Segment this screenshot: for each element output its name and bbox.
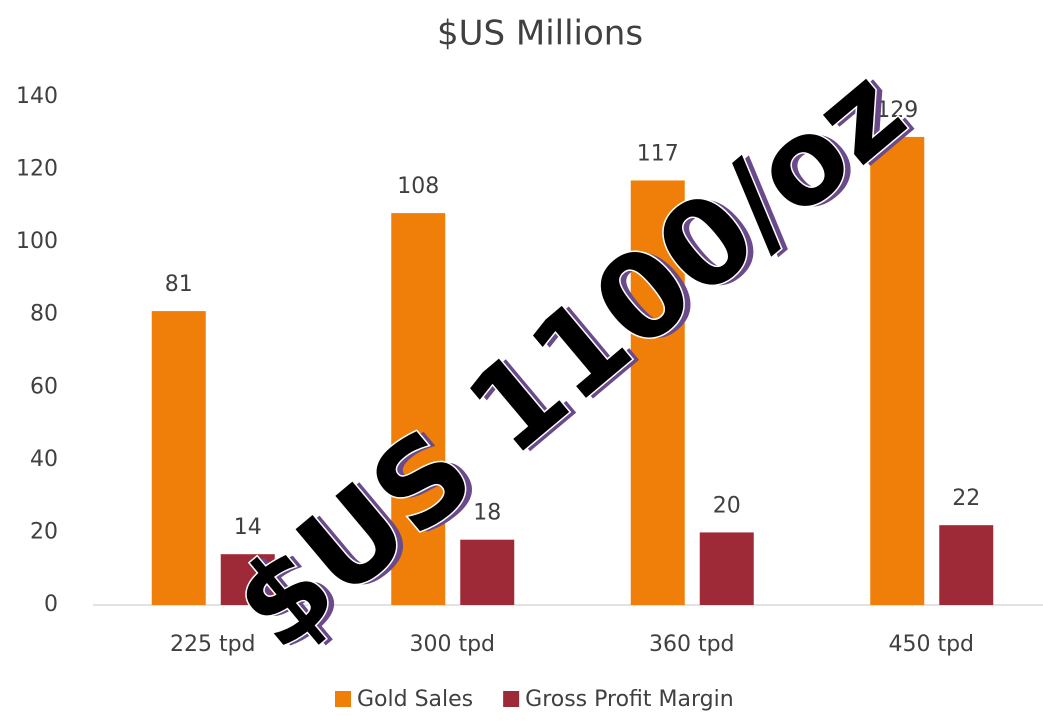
data-label: 108 <box>397 174 439 199</box>
bar <box>870 136 925 605</box>
data-label: 18 <box>473 501 501 526</box>
bar <box>699 532 754 605</box>
x-tick-label: 450 tpd <box>888 632 974 657</box>
legend-swatch <box>503 691 520 707</box>
data-label: 20 <box>713 493 741 518</box>
legend-label: Gross Profit Margin <box>525 687 734 712</box>
data-label: 117 <box>637 141 679 166</box>
legend-label: Gold Sales <box>357 687 473 712</box>
x-tick-label: 360 tpd <box>649 632 735 657</box>
bar <box>460 539 515 605</box>
y-tick-label: 0 <box>44 592 58 617</box>
bar <box>151 311 206 605</box>
y-tick-label: 120 <box>16 157 58 182</box>
bar <box>939 525 994 605</box>
y-tick-label: 20 <box>30 519 58 544</box>
legend-swatch <box>335 691 351 707</box>
y-tick-label: 60 <box>30 374 58 399</box>
chart-title: $US Millions <box>437 14 643 54</box>
y-tick-label: 100 <box>16 229 58 254</box>
data-label: 129 <box>876 98 918 123</box>
x-tick-label: 225 tpd <box>170 632 256 657</box>
y-tick-label: 140 <box>16 84 58 109</box>
data-label: 81 <box>165 272 193 297</box>
y-tick-label: 40 <box>30 447 58 472</box>
x-tick-label: 300 tpd <box>409 632 495 657</box>
data-label: 22 <box>952 486 980 511</box>
bar <box>630 180 685 605</box>
data-label: 14 <box>234 515 262 540</box>
bar <box>220 554 275 605</box>
bar <box>391 213 446 605</box>
y-tick-label: 80 <box>30 302 58 327</box>
